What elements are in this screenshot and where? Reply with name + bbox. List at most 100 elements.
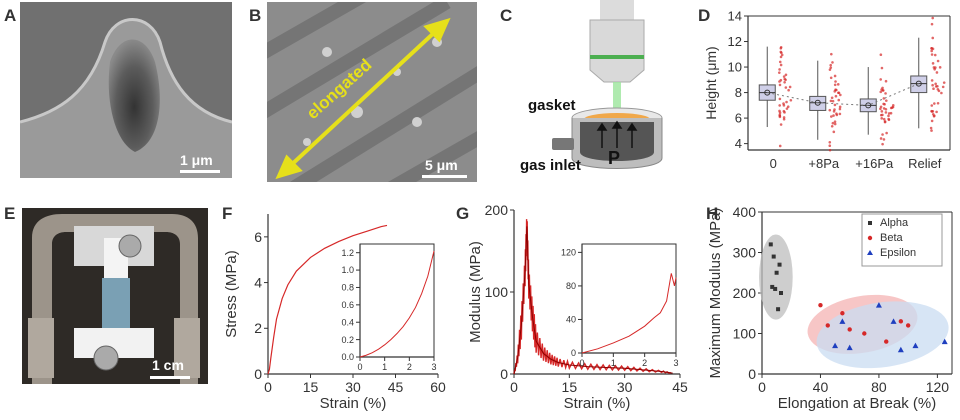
panel-h: H 0 40 80 120 0 100 200 300 400 Elongation at Bre… xyxy=(700,200,960,420)
distribution-point xyxy=(879,53,883,56)
scatter-point xyxy=(890,318,897,324)
scatter-point xyxy=(847,327,852,332)
distribution-point xyxy=(889,111,893,115)
distribution-point xyxy=(882,117,886,121)
distribution-point xyxy=(833,120,837,123)
distribution-point xyxy=(829,76,833,80)
distribution-point xyxy=(778,104,781,107)
distribution-point xyxy=(887,117,890,121)
legend-label: Alpha xyxy=(880,217,909,229)
distribution-point xyxy=(879,107,882,111)
scatter-point xyxy=(846,344,853,351)
scatter-point xyxy=(774,270,779,275)
inset-frame xyxy=(359,243,435,358)
distribution-point xyxy=(884,111,888,114)
legend-label: Epsilon xyxy=(880,247,916,259)
y-tick-label: 0.4 xyxy=(341,317,354,327)
distribution-point xyxy=(930,22,934,26)
gasket-label: gasket xyxy=(528,97,576,114)
y-axis-label: Modulus (MPa) xyxy=(467,241,484,343)
panel-b: B elongated 5 μm xyxy=(245,0,480,185)
distribution-point xyxy=(883,120,887,124)
distribution-point xyxy=(838,105,842,109)
mean-trend-line xyxy=(767,83,919,106)
distribution-point xyxy=(887,112,891,115)
distribution-point xyxy=(931,83,934,87)
legend-marker xyxy=(868,221,872,225)
distribution-point xyxy=(940,91,943,95)
panel-a: A 1 μm xyxy=(0,0,235,180)
stress-strain-chart: 0 15 30 45 60 0 2 4 6 Strain (%) Stress (MPa) 0 1 2 3 0… xyxy=(223,214,446,412)
distribution-point xyxy=(778,114,782,118)
distribution-point xyxy=(882,138,886,141)
scatter-point xyxy=(832,342,839,349)
scatter-point xyxy=(884,339,889,344)
distribution-point xyxy=(936,101,940,105)
distribution-point xyxy=(833,103,837,107)
distribution-point xyxy=(782,117,786,121)
panel-label-d: D xyxy=(698,6,711,25)
scatter-point xyxy=(897,346,904,353)
distribution-point xyxy=(932,87,935,90)
distribution-point xyxy=(938,66,942,69)
distribution-point xyxy=(879,137,883,140)
distribution-point xyxy=(779,123,783,126)
x-tick-label: 30 xyxy=(345,379,361,395)
distribution-point xyxy=(828,108,832,112)
y-tick-label: 10 xyxy=(728,60,742,75)
scatter-point xyxy=(771,254,776,259)
panel-label-h: H xyxy=(706,204,719,223)
box-mean-marker xyxy=(865,102,872,109)
x-tick-label: 0 xyxy=(264,379,272,395)
distribution-point xyxy=(830,124,834,128)
distribution-point xyxy=(778,144,782,148)
category-label: Relief xyxy=(908,156,942,171)
height-box-plot: 4 6 8 10 12 14 Height (μm) 0 +8Pa +16Pa Relief xyxy=(703,9,951,171)
distribution-point xyxy=(930,53,934,56)
y-tick-label: 4 xyxy=(735,136,742,151)
stress-strain-line xyxy=(267,224,388,375)
distribution-point xyxy=(931,36,935,40)
scatter-point xyxy=(777,262,782,267)
inset-frame xyxy=(581,243,677,354)
distribution-point xyxy=(885,99,888,102)
scalebar-label-b: 5 μm xyxy=(425,157,458,173)
box-mean-marker xyxy=(915,80,922,87)
sem-image-b: elongated 5 μm xyxy=(267,2,477,182)
scatter-point xyxy=(776,307,781,312)
distribution-point xyxy=(784,73,788,77)
x-tick-label: 80 xyxy=(871,379,887,395)
box-iqr xyxy=(910,75,928,94)
pressure-label: P xyxy=(608,148,620,168)
distribution-point xyxy=(936,59,940,63)
panel-label-e: E xyxy=(4,204,16,223)
distribution-point xyxy=(880,110,884,113)
distribution-point xyxy=(831,61,834,64)
distribution-point xyxy=(829,115,833,118)
distribution-point xyxy=(881,86,884,90)
distribution-point xyxy=(942,81,946,84)
x-tick-label: 2 xyxy=(407,362,412,372)
distribution-point xyxy=(930,119,934,123)
scalebar-label-e: 1 cm xyxy=(152,357,184,373)
distribution-point xyxy=(884,79,888,83)
panel-label-b: B xyxy=(249,6,262,25)
category-label: +16Pa xyxy=(855,156,894,171)
x-tick-label: 1 xyxy=(611,358,616,368)
distribution-point xyxy=(941,85,945,89)
distribution-point xyxy=(832,110,836,113)
distribution-point xyxy=(838,112,842,116)
scatter-point xyxy=(825,323,830,328)
category-label: +8Pa xyxy=(808,156,839,171)
distribution-point xyxy=(828,68,832,71)
x-tick-label: 3 xyxy=(673,358,678,368)
distribution-point xyxy=(785,100,788,104)
panel-d: D 4 6 8 10 12 14 Height (μm) 0 +8Pa +16Pa Relief xyxy=(690,0,960,185)
y-tick-label: 300 xyxy=(733,244,757,260)
x-axis-label: Strain (%) xyxy=(564,395,631,412)
distribution-point xyxy=(780,51,783,55)
y-tick-label: 12 xyxy=(728,34,742,49)
distribution-point xyxy=(882,107,886,110)
y-tick-label: 6 xyxy=(254,229,262,245)
distribution-point xyxy=(828,148,832,152)
